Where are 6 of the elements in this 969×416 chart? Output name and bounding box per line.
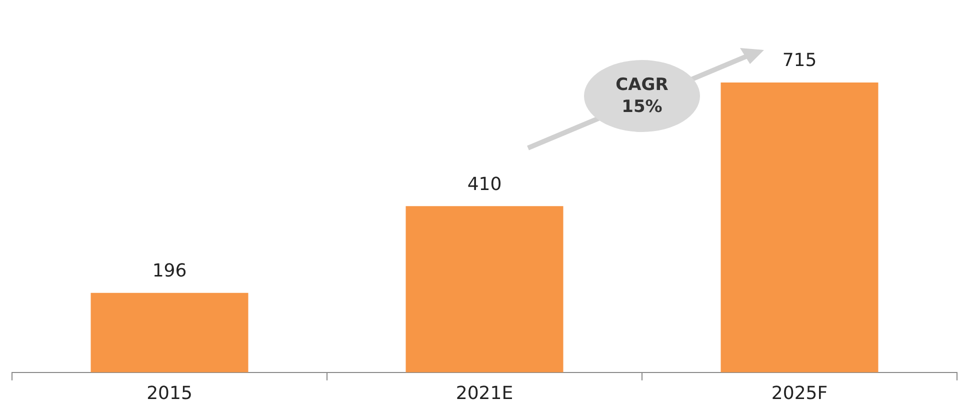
x-tick-label: 2015	[146, 382, 192, 404]
x-tick-label: 2021E	[456, 382, 514, 404]
data-label: 196	[152, 260, 187, 282]
x-tick-label: 2025F	[771, 382, 828, 404]
data-label: 410	[467, 174, 502, 195]
data-label: 715	[782, 50, 817, 72]
